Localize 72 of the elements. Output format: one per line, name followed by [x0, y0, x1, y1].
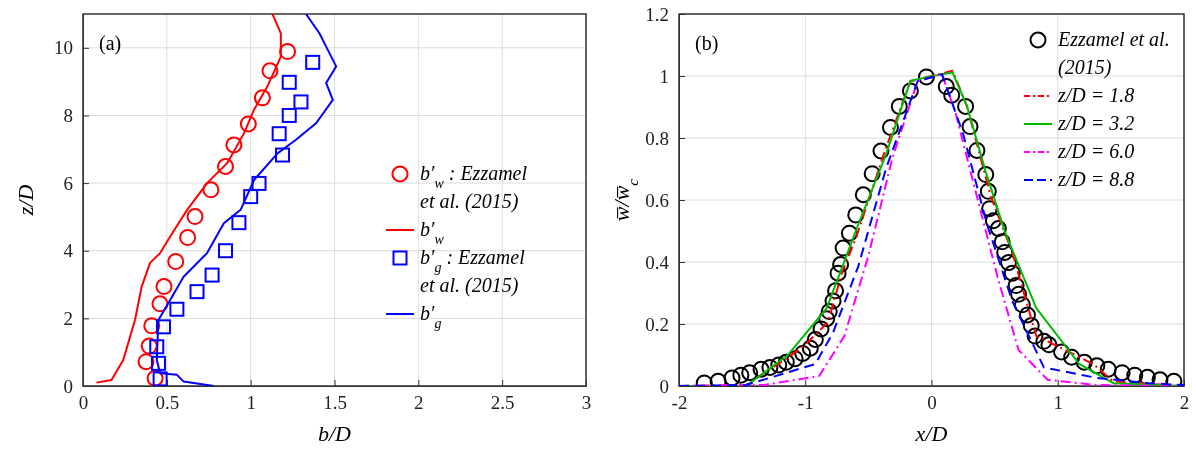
point	[150, 355, 166, 371]
x-tick-label: 2	[1179, 392, 1190, 414]
x-tick-label: 0.5	[155, 392, 180, 414]
y-axis-title: z/D	[13, 184, 38, 217]
point	[281, 107, 297, 123]
x-axis-title: x/D	[914, 421, 948, 446]
legend-label: b′$_{g}$	[420, 302, 442, 331]
point	[239, 115, 257, 133]
legend-label: z/D = 3.2	[1057, 112, 1135, 134]
y-tick-label: 0	[63, 375, 73, 397]
y-tick-label: 8	[63, 105, 73, 127]
x-tick-label: 0	[927, 392, 937, 414]
legend-label: z/D = 1.8	[1057, 84, 1135, 106]
x-tick-label: 1	[1053, 392, 1063, 414]
point	[167, 253, 185, 271]
point	[251, 175, 267, 191]
point	[293, 94, 309, 110]
point	[140, 337, 158, 355]
point	[305, 54, 321, 70]
point	[143, 317, 161, 335]
y-tick-label: 6	[63, 172, 73, 194]
y-tick-label: 10	[54, 37, 73, 59]
point	[231, 215, 247, 231]
legend-label: z/D = 6.0	[1057, 140, 1135, 162]
legend-label: b′$_{g}$ : Ezzamel et al. (2015)	[420, 246, 526, 297]
point	[261, 62, 279, 80]
point	[204, 267, 220, 283]
y-tick-label: 2	[63, 307, 73, 329]
point	[218, 243, 234, 259]
y-tick-label: 0.8	[645, 127, 669, 149]
x-tick-label: -1	[797, 392, 814, 414]
point	[155, 319, 171, 335]
y-tick-label: 0.2	[645, 313, 669, 335]
point	[137, 353, 155, 371]
y-tick-label: 0.4	[645, 251, 670, 273]
point	[225, 136, 243, 154]
point	[179, 229, 197, 247]
x-tick-label: 0	[78, 392, 89, 414]
text: (b)	[695, 32, 719, 55]
legend-label: b′$_{w}$	[420, 218, 445, 247]
x-tick-label: 2.5	[490, 392, 515, 414]
point	[189, 284, 205, 300]
point	[281, 74, 297, 90]
legend-label: b′$_{w}$ : Ezzamel et al. (2015)	[420, 162, 528, 213]
point	[275, 147, 291, 163]
point	[169, 301, 185, 317]
point	[217, 158, 235, 176]
x-tick-label: 1	[246, 392, 256, 414]
point	[243, 189, 259, 205]
y-tick-label: 0	[659, 375, 669, 397]
y-tick-label: 4	[63, 240, 74, 262]
point	[271, 126, 287, 142]
point	[279, 43, 297, 61]
x-tick-label: 1.5	[323, 392, 347, 414]
legend-label: Ezzamel et al. (2015)	[1057, 28, 1170, 79]
x-axis-title: b/D	[318, 421, 352, 446]
point	[146, 369, 164, 386]
point	[151, 295, 169, 313]
point	[152, 371, 168, 386]
text: (a)	[99, 32, 122, 55]
y-tick-label: 1	[659, 65, 669, 87]
point	[149, 339, 165, 355]
x-tick-label: 2	[414, 392, 424, 414]
legend-label: z/D = 8.8	[1057, 168, 1135, 190]
y-tick-label: 1.2	[645, 3, 669, 25]
y-tick-label: 0.6	[645, 189, 669, 211]
point	[155, 278, 173, 296]
point	[253, 89, 271, 107]
x-tick-label: 3	[581, 392, 592, 414]
point	[202, 181, 220, 199]
point	[186, 208, 204, 226]
x-tick-label: -2	[671, 392, 688, 414]
